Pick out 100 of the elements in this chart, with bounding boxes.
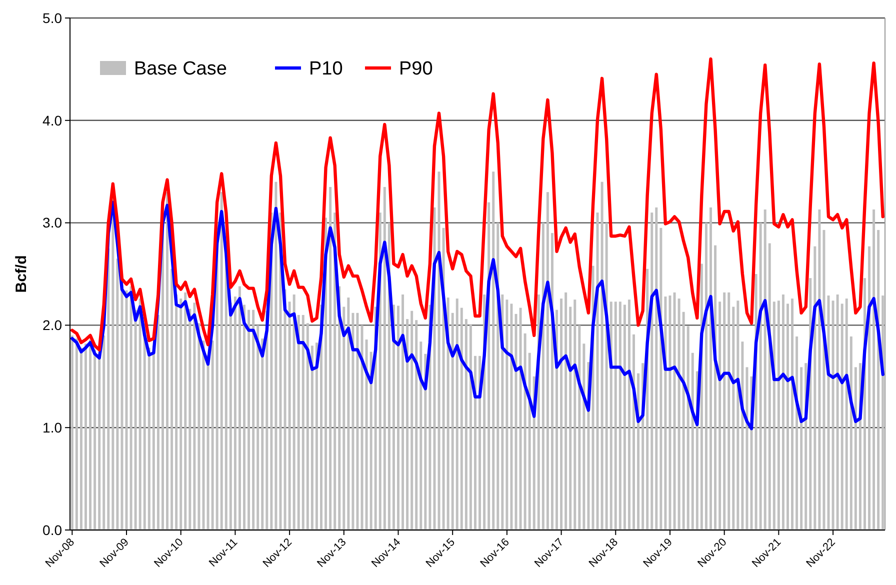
bar (184, 292, 187, 530)
bar (877, 230, 880, 530)
bar (415, 320, 418, 530)
bar (75, 338, 78, 530)
bar (410, 310, 414, 530)
bar (198, 323, 200, 530)
bar (832, 300, 834, 530)
bar (252, 310, 255, 530)
bar (668, 296, 672, 530)
bar (732, 306, 735, 530)
bar (691, 352, 694, 530)
bar (402, 294, 404, 530)
line-series (70, 200, 884, 430)
bar (746, 367, 748, 530)
bar (420, 342, 422, 530)
bar (134, 310, 137, 530)
bar (102, 335, 106, 530)
bar (836, 294, 839, 530)
legend-label: P90 (399, 58, 433, 80)
bar (302, 314, 304, 530)
bar (474, 356, 476, 530)
bar (772, 302, 776, 530)
bar (360, 325, 364, 530)
bar (383, 186, 386, 530)
bar (193, 302, 196, 530)
bar (796, 336, 798, 530)
bar (130, 286, 132, 530)
bar (342, 306, 346, 530)
bar (650, 212, 654, 530)
bar (456, 298, 458, 530)
y-axis-title: Bcf/d (13, 255, 30, 293)
bar (288, 302, 291, 530)
bar (664, 296, 667, 530)
bar (660, 228, 662, 530)
bar (138, 298, 142, 530)
bar (284, 289, 286, 530)
bar (632, 334, 635, 530)
bar (618, 302, 622, 530)
bar (764, 209, 766, 530)
bar (678, 298, 680, 530)
legend-label: P10 (309, 58, 343, 80)
bar (143, 325, 146, 530)
bar (243, 304, 246, 530)
bar (256, 325, 260, 530)
bar (868, 246, 871, 530)
bar (655, 207, 658, 530)
bar (610, 302, 612, 530)
bar (84, 344, 87, 530)
bar (334, 212, 336, 530)
y-tick-label: 4.0 (42, 112, 62, 128)
bar (673, 292, 676, 530)
bar (347, 298, 350, 530)
bar (814, 246, 816, 530)
bar (211, 340, 214, 530)
bar (248, 310, 250, 530)
legend-label: Base Case (134, 58, 227, 80)
bar (560, 298, 563, 530)
bar (840, 304, 844, 530)
bar (424, 354, 427, 530)
bar (882, 296, 884, 530)
y-tick-label: 0.0 (42, 522, 62, 538)
bar (297, 314, 300, 530)
bar (180, 298, 182, 530)
bar (89, 340, 92, 530)
bar (628, 300, 630, 530)
bar (460, 308, 463, 530)
bar (718, 302, 722, 530)
bar (600, 182, 604, 530)
bar (759, 222, 762, 530)
bar (623, 304, 626, 530)
bar (710, 207, 712, 530)
bar (542, 222, 544, 530)
bar (315, 342, 318, 530)
bar (238, 286, 241, 530)
bar (175, 294, 178, 530)
bar (112, 197, 114, 530)
bar (202, 340, 205, 530)
bar (506, 300, 508, 530)
bar (229, 302, 232, 530)
bar (524, 333, 526, 530)
bar (220, 192, 223, 530)
bar (94, 350, 96, 530)
bar (845, 298, 848, 530)
bar (605, 222, 608, 530)
bar (596, 212, 599, 530)
bar (736, 300, 740, 530)
bar (682, 312, 685, 530)
bar (352, 312, 354, 530)
bar (356, 312, 359, 530)
bar (274, 182, 278, 530)
bar (306, 323, 309, 530)
bar (714, 245, 717, 530)
bar (854, 367, 857, 530)
bar (156, 314, 160, 530)
bar (723, 292, 726, 530)
bar (446, 298, 450, 530)
bar (786, 304, 789, 530)
bar (519, 308, 522, 530)
bar (564, 292, 568, 530)
bar (370, 352, 372, 530)
